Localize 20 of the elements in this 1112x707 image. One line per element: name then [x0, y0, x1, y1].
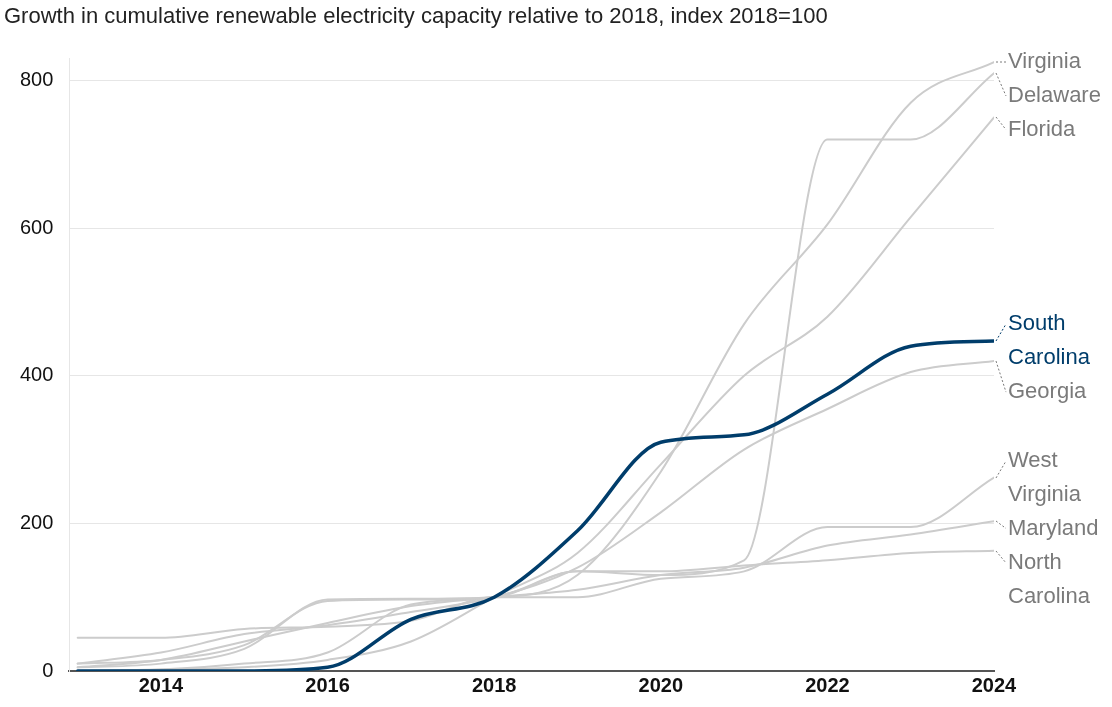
series-label: Florida — [1008, 116, 1077, 142]
y-tick-label: 0 — [42, 658, 54, 681]
chart-title: Growth in cumulative renewable electricity capacity relative to 2018, index 2018=100 — [4, 3, 828, 29]
y-tick-label: 800 — [19, 68, 54, 91]
x-tick-label: 2020 — [638, 673, 684, 696]
series-label: West Virginia — [1008, 446, 1082, 506]
series-label: Delaware — [1008, 82, 1101, 108]
legend-label: South Carolina — [1008, 310, 1091, 370]
y-tick-label: 200 — [19, 510, 54, 533]
x-tick-label: 2014 — [138, 673, 185, 696]
y-tick-label: 400 — [19, 363, 54, 386]
series-label: Maryland — [1008, 514, 1099, 540]
series-label: Georgia — [1008, 378, 1088, 404]
x-tick-label: 2022 — [805, 673, 850, 696]
series-label: Virginia — [1008, 48, 1082, 74]
x-tick-label: 2016 — [305, 673, 350, 696]
x-tick-label: 2018 — [471, 673, 517, 696]
series-label: North Carolina — [1008, 548, 1091, 608]
y-tick-label: 600 — [19, 215, 54, 238]
x-tick-label: 2024 — [971, 673, 1018, 696]
